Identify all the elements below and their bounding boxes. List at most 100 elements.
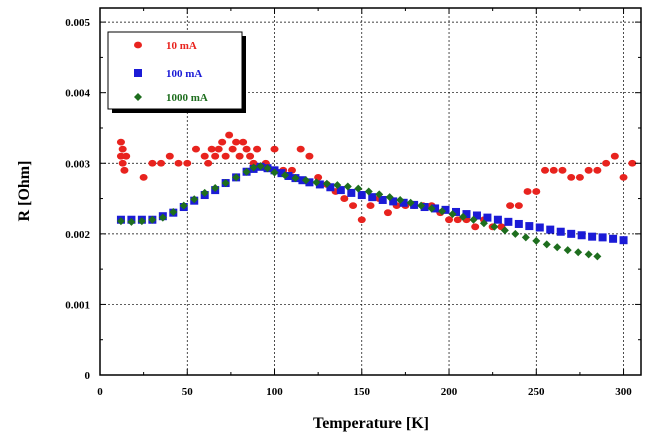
data-point-100-ma [588,232,597,241]
data-point-10-ma [270,145,279,153]
data-point-10-ma [532,188,541,195]
data-point-10-ma [200,152,209,160]
data-point-100-ma [535,223,544,232]
data-point-100-ma [619,236,628,245]
data-point-1000-ma [448,210,457,219]
data-point-100-ma [577,231,586,240]
data-point-10-ma [383,209,392,217]
data-point-100-ma [441,205,450,214]
data-point-1000-ma [232,173,241,182]
data-point-10-ma [549,166,558,174]
legend-marker-100-ma [134,69,142,77]
data-point-100-ma [420,203,429,212]
data-point-1000-ma [312,178,321,187]
data-point-1000-ma [542,240,551,249]
data-point-100-ma [609,234,618,243]
legend-label-100-ma: 100 mA [166,68,202,80]
data-point-10-ma [523,188,532,195]
data-point-100-ma [514,219,523,228]
data-point-100-ma [326,183,335,192]
plot-points [116,131,637,261]
data-point-100-ma [378,195,387,204]
data-point-10-ma [207,145,216,153]
data-point-10-ma [610,152,619,160]
data-point-10-ma [211,152,220,160]
data-point-10-ma [183,159,192,167]
data-point-1000-ma [343,182,352,191]
data-point-10-ma [541,166,550,174]
axis-ticks [99,8,641,376]
data-point-100-ma [462,210,471,219]
data-point-100-ma [452,207,461,216]
data-point-10-ma [204,159,213,167]
data-point-1000-ma [158,213,167,222]
data-point-1000-ma [574,248,583,257]
legend-marker-10-ma [134,41,142,49]
legend-label-10-ma: 10 mA [166,40,197,52]
data-point-100-ma [472,211,481,220]
data-point-10-ma [157,159,166,167]
grid [100,8,641,375]
data-point-10-ma [148,159,157,167]
data-point-1000-ma [116,217,125,226]
data-point-10-ma [116,138,125,146]
data-point-1000-ma [438,207,447,216]
data-point-100-ma [567,229,576,238]
x-tick-label: 100 [266,386,283,398]
data-point-1000-ma [584,250,593,259]
data-point-10-ma [305,152,314,160]
data-point-100-ma [389,197,398,206]
data-point-10-ma [221,152,230,160]
data-point-10-ma [228,145,237,153]
data-point-1000-ma [322,179,331,188]
data-point-100-ma [546,225,555,234]
data-point-10-ma [567,173,576,181]
data-point-10-ma [366,202,375,210]
data-point-1000-ma [396,195,405,204]
data-point-10-ma [349,202,358,210]
data-point-100-ma [277,169,286,178]
data-point-1000-ma [263,164,272,173]
data-point-1000-ma [490,222,499,231]
data-point-1000-ma [406,198,415,207]
data-point-1000-ma [500,226,509,235]
data-point-10-ma [471,223,480,231]
data-point-1000-ma [354,184,363,193]
y-tick-label: 0.001 [65,299,90,311]
data-point-1000-ma [169,207,178,216]
x-tick-label: 250 [528,386,545,398]
data-point-1000-ma [221,179,230,188]
data-point-10-ma [232,138,241,146]
data-point-10-ma [246,152,255,160]
data-point-1000-ma [200,188,209,197]
legend: 10 mA 100 mA 1000 mA [107,31,246,113]
data-point-1000-ma [469,215,478,224]
data-point-10-ma [118,159,127,167]
data-point-10-ma [453,216,462,224]
data-point-1000-ma [148,215,157,224]
data-point-100-ma [399,198,408,207]
data-point-1000-ma [280,171,289,180]
legend-items: 10 mA 100 mA 1000 mA [134,40,208,104]
data-point-100-ma [357,191,366,200]
data-point-1000-ma [375,190,384,199]
data-point-10-ma [165,152,174,160]
data-point-10-ma [214,145,223,153]
data-point-1000-ma [179,201,188,210]
y-tick-labels: 0 0.001 0.002 0.003 0.004 0.005 [65,17,90,382]
data-point-10-ma [506,202,515,210]
data-point-1000-ma [190,195,199,204]
data-point-100-ma [525,222,534,231]
data-point-1000-ma [458,212,467,221]
data-point-10-ma [584,166,593,174]
y-axis-title: R [Ohm] [16,161,33,222]
data-point-1000-ma [249,163,258,172]
data-point-1000-ma [511,229,520,238]
data-point-1000-ma [479,219,488,228]
data-point-1000-ma [593,252,602,261]
data-point-100-ma [493,215,502,224]
data-point-1000-ma [270,168,279,177]
data-point-10-ma [191,145,200,153]
